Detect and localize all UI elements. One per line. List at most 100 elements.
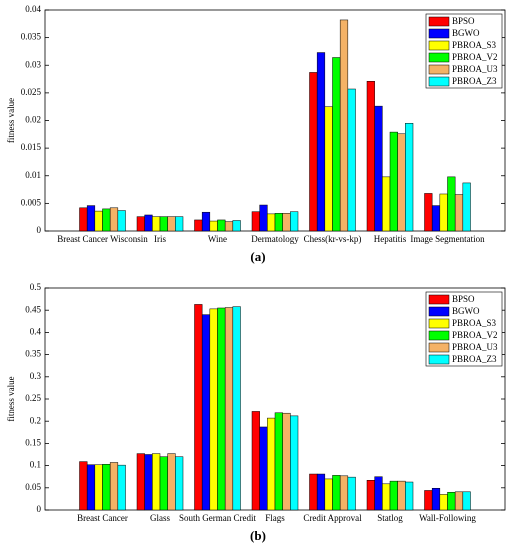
bar <box>136 453 145 511</box>
legend-swatch <box>428 16 450 27</box>
bar <box>282 213 291 232</box>
bar <box>290 415 299 511</box>
legend-label: PBROA_V2 <box>452 52 498 62</box>
legend-label: BGWO <box>452 306 480 316</box>
bar <box>232 220 241 232</box>
y-tick-label: 0.1 <box>30 460 41 470</box>
bar <box>332 475 341 511</box>
caption: (b) <box>250 528 266 543</box>
legend-swatch <box>428 28 450 39</box>
bar <box>94 210 103 232</box>
legend-box <box>425 13 503 89</box>
bar <box>159 456 168 511</box>
y-tick-label: 0.15 <box>25 437 41 447</box>
bar <box>274 412 283 511</box>
bar <box>431 487 441 511</box>
bar <box>109 462 119 511</box>
legend-swatch <box>428 40 450 51</box>
x-tick-label: Chess(kr-vs-kp) <box>304 234 362 244</box>
bar <box>232 306 241 511</box>
y-tick-label: 0.45 <box>25 304 41 314</box>
bar <box>462 182 471 232</box>
legend-label: PBROA_V2 <box>452 330 498 340</box>
bar <box>397 133 406 232</box>
bar <box>217 307 226 511</box>
bar <box>389 131 398 232</box>
x-tick-label: Wall-Following <box>419 513 476 523</box>
legend-label: PBROA_S3 <box>452 318 497 328</box>
y-tick-label: 0.015 <box>21 142 42 152</box>
bar <box>102 208 111 232</box>
bar <box>117 464 126 511</box>
bar <box>259 426 268 511</box>
bar <box>259 204 268 232</box>
bar <box>152 453 161 511</box>
legend-label: PBROA_S3 <box>452 40 497 50</box>
x-tick-label: Dermatology <box>251 234 299 244</box>
bar <box>347 476 356 511</box>
bar <box>316 473 326 511</box>
bar <box>224 307 234 511</box>
bar <box>382 483 391 511</box>
bar <box>209 308 218 511</box>
bar <box>282 412 291 511</box>
x-tick-label: Hepatitis <box>374 234 407 244</box>
bar <box>175 216 184 232</box>
legend-swatch <box>428 318 450 329</box>
bar <box>324 478 333 511</box>
legend-swatch <box>428 306 450 317</box>
x-tick-label: Statlog <box>377 513 403 523</box>
legend-label: BPSO <box>452 294 475 304</box>
bar <box>144 214 153 232</box>
y-tick-label: 0 <box>37 225 42 235</box>
bar <box>175 456 184 511</box>
bar <box>201 314 211 511</box>
bar <box>405 123 414 232</box>
bar <box>86 205 96 232</box>
bar <box>167 216 176 232</box>
bar <box>332 57 341 232</box>
bar <box>290 211 299 232</box>
x-tick-label: Breast Cancer <box>77 513 128 523</box>
bar <box>109 207 119 232</box>
bar <box>431 205 441 232</box>
legend-box <box>425 291 503 367</box>
y-tick-label: 0.005 <box>21 197 42 207</box>
bar <box>251 211 260 232</box>
bar <box>397 480 406 511</box>
bar <box>94 464 103 511</box>
legend-swatch <box>428 342 450 353</box>
bar <box>217 219 226 232</box>
bar <box>251 411 260 511</box>
bar <box>136 216 145 232</box>
bar <box>424 193 433 232</box>
y-tick-label: 0.02 <box>25 115 41 125</box>
x-tick-label: Glass <box>150 513 170 523</box>
bar <box>194 304 203 511</box>
bar <box>382 176 391 232</box>
y-tick-label: 0 <box>37 504 42 514</box>
legend-label: PBROA_U3 <box>452 342 498 352</box>
x-tick-label: Flags <box>265 513 285 523</box>
bar <box>167 453 176 511</box>
bar <box>339 19 349 232</box>
bar <box>374 476 383 511</box>
legend-swatch <box>428 64 450 75</box>
bar <box>209 220 218 232</box>
x-tick-label: South German Credit <box>179 513 256 523</box>
y-tick-label: 0.01 <box>25 170 41 180</box>
bar <box>117 210 126 232</box>
y-tick-label: 0.05 <box>25 482 41 492</box>
bar <box>79 207 88 232</box>
bar <box>454 491 464 511</box>
y-tick-label: 0.25 <box>25 393 41 403</box>
y-tick-label: 0.03 <box>25 59 41 69</box>
y-tick-label: 0.025 <box>21 87 42 97</box>
bar <box>194 219 203 232</box>
bar <box>447 491 456 511</box>
bar <box>267 213 276 232</box>
legend-label: BGWO <box>452 28 480 38</box>
bar <box>309 72 318 232</box>
bar <box>447 176 456 232</box>
